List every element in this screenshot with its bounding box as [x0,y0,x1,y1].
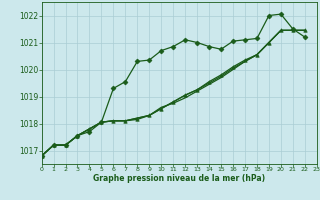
X-axis label: Graphe pression niveau de la mer (hPa): Graphe pression niveau de la mer (hPa) [93,174,265,183]
